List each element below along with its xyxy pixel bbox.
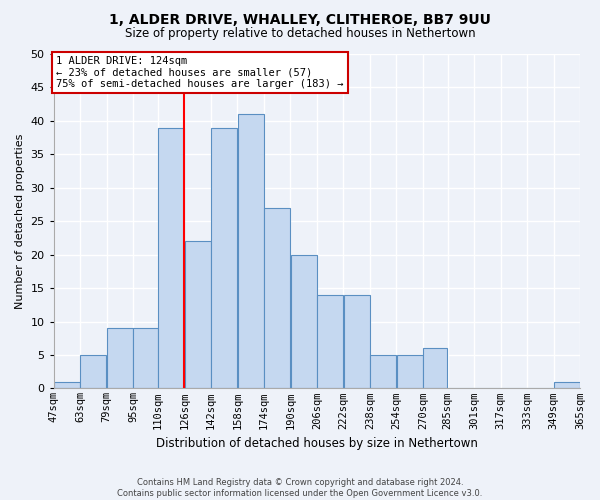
Y-axis label: Number of detached properties: Number of detached properties xyxy=(15,134,25,309)
Bar xyxy=(397,355,422,388)
Bar xyxy=(133,328,158,388)
X-axis label: Distribution of detached houses by size in Nethertown: Distribution of detached houses by size … xyxy=(156,437,478,450)
Bar xyxy=(423,348,448,389)
Bar xyxy=(211,128,237,388)
Bar xyxy=(317,295,343,388)
Bar xyxy=(370,355,396,388)
Text: Contains HM Land Registry data © Crown copyright and database right 2024.
Contai: Contains HM Land Registry data © Crown c… xyxy=(118,478,482,498)
Text: 1 ALDER DRIVE: 124sqm
← 23% of detached houses are smaller (57)
75% of semi-deta: 1 ALDER DRIVE: 124sqm ← 23% of detached … xyxy=(56,56,344,89)
Bar xyxy=(344,295,370,388)
Bar xyxy=(158,128,184,388)
Text: Size of property relative to detached houses in Nethertown: Size of property relative to detached ho… xyxy=(125,28,475,40)
Text: 1, ALDER DRIVE, WHALLEY, CLITHEROE, BB7 9UU: 1, ALDER DRIVE, WHALLEY, CLITHEROE, BB7 … xyxy=(109,12,491,26)
Bar xyxy=(80,355,106,388)
Bar xyxy=(107,328,133,388)
Bar xyxy=(54,382,80,388)
Bar xyxy=(185,242,211,388)
Bar xyxy=(290,254,317,388)
Bar xyxy=(238,114,263,388)
Bar xyxy=(264,208,290,388)
Bar xyxy=(554,382,580,388)
